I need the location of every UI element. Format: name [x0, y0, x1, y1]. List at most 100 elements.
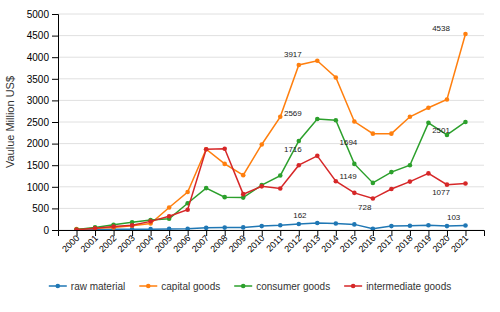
y-tick: 2500	[27, 117, 58, 128]
x-tick-mark	[447, 230, 448, 236]
series-point	[408, 223, 413, 228]
series-point	[204, 226, 209, 230]
annotation: 728	[358, 203, 372, 212]
x-tick: 2018	[394, 230, 415, 254]
x-tick-mark	[317, 230, 318, 236]
x-tick-mark	[428, 230, 429, 236]
series-point	[74, 227, 79, 230]
series-point	[389, 187, 394, 192]
series-point	[296, 222, 301, 227]
x-tick-mark	[169, 230, 170, 236]
annotation: 1716	[284, 145, 302, 154]
series-point	[426, 223, 431, 228]
series-line	[77, 119, 466, 230]
series-point	[259, 184, 264, 189]
series-point	[204, 147, 209, 152]
series-point	[148, 219, 153, 224]
series-point	[259, 142, 264, 147]
series-point	[352, 119, 357, 124]
x-tick: 2016	[356, 230, 377, 254]
series-point	[352, 191, 357, 196]
x-tick: 2005	[153, 230, 174, 254]
x-tick-mark	[114, 230, 115, 236]
y-axis-line	[52, 15, 59, 231]
x-tick: 2002	[97, 230, 118, 254]
grid-line	[58, 100, 484, 101]
annotation: 3917	[284, 50, 302, 59]
legend-marker	[55, 284, 60, 289]
series-point	[463, 120, 468, 125]
x-tick: 2020	[431, 230, 452, 254]
series	[74, 221, 468, 230]
y-tick-mark	[52, 100, 58, 101]
series-point	[408, 163, 413, 168]
x-tick-label: 2007	[190, 233, 211, 254]
x-tick-mark	[95, 230, 96, 236]
annotation: 4538	[432, 24, 450, 33]
series-point	[445, 224, 450, 229]
series-point	[278, 115, 283, 120]
x-axis: 2000200120022003200420052006200720082009…	[59, 230, 485, 254]
series-point	[93, 225, 98, 230]
series-point	[241, 192, 246, 197]
x-tick-label: 2014	[319, 233, 340, 254]
grid-line	[58, 122, 484, 123]
x-tick-mark	[206, 230, 207, 236]
series-point	[222, 195, 227, 200]
x-tick: 2017	[375, 230, 396, 254]
y-tick: 4000	[27, 52, 58, 63]
y-tick-label: 5000	[27, 9, 50, 20]
legend-marker	[241, 284, 246, 289]
series	[74, 117, 468, 230]
legend-label: consumer goods	[256, 281, 330, 292]
x-tick-label: 2017	[375, 233, 396, 254]
y-tick: 0	[43, 225, 58, 236]
series-point	[408, 179, 413, 184]
x-tick: 2015	[338, 230, 359, 254]
y-tick: 2000	[27, 138, 58, 149]
series-point	[185, 190, 190, 195]
series-point	[389, 224, 394, 229]
annotation: 1077	[432, 188, 450, 197]
y-tick-mark	[52, 187, 58, 188]
y-tick: 4500	[27, 30, 58, 41]
annotations: 1621033917453816942569250111491716728107…	[284, 24, 461, 222]
series-point	[130, 223, 135, 228]
series-point	[426, 171, 431, 176]
grid-line	[58, 165, 484, 166]
x-tick: 2019	[412, 230, 433, 254]
series-point	[241, 173, 246, 178]
y-tick-mark	[52, 122, 58, 123]
x-tick-mark	[262, 230, 263, 236]
chart: 0500100015002000250030003500400045005000…	[0, 0, 500, 312]
x-tick-label: 2012	[282, 233, 303, 254]
legend-marker	[351, 284, 356, 289]
x-tick-label: 2009	[227, 233, 248, 254]
series-line	[77, 34, 466, 229]
x-tick-label: 2005	[153, 233, 174, 254]
x-tick-label: 2008	[208, 233, 229, 254]
series-point	[426, 121, 431, 126]
series-point	[389, 131, 394, 136]
series-point	[167, 205, 172, 210]
y-tick: 3500	[27, 74, 58, 85]
y-tick: 500	[32, 203, 58, 214]
y-tick-mark	[52, 165, 58, 166]
x-tick: 2010	[245, 230, 266, 254]
x-tick: 2006	[171, 230, 192, 254]
legend-item: consumer goods	[234, 281, 330, 292]
series-point	[296, 163, 301, 168]
annotation: 103	[447, 213, 461, 222]
series-point	[167, 227, 172, 230]
x-tick: 2003	[116, 230, 137, 254]
x-tick: 2014	[319, 230, 340, 254]
x-tick-mark	[373, 230, 374, 236]
y-axis: 0500100015002000250030003500400045005000	[27, 9, 59, 236]
series	[74, 32, 468, 230]
series-point	[222, 162, 227, 167]
y-tick-label: 3000	[27, 95, 50, 106]
series-point	[463, 223, 468, 228]
series-point	[241, 225, 246, 230]
series-point	[296, 139, 301, 144]
grid-line	[58, 78, 484, 79]
